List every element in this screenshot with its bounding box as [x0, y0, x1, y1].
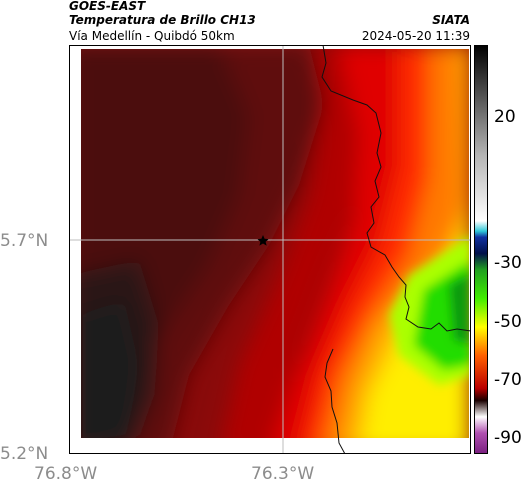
department-boundary-south — [324, 348, 346, 454]
star-icon[interactable] — [257, 235, 269, 246]
latitude-label-5-7: 5.7°N — [0, 231, 49, 251]
latitude-label-5-2: 5.2°N — [0, 444, 49, 464]
brightness-temperature-map — [69, 45, 471, 454]
colorbar — [474, 45, 488, 454]
satellite-title: GOES-EAST — [69, 0, 146, 13]
colorbar-tick-marks — [487, 117, 488, 440]
colorbar-tick-label: -50 — [494, 311, 522, 332]
timestamp: 2024-05-20 11:39 — [361, 29, 470, 43]
map-panel[interactable] — [69, 45, 471, 454]
department-boundary — [321, 45, 471, 332]
region-subtitle: Vía Medellín - Quibdó 50km — [69, 29, 235, 43]
longitude-label-76-3: 76.3°W — [251, 464, 315, 484]
grid-lines — [69, 45, 471, 454]
longitude-label-76-8: 76.8°W — [34, 464, 98, 484]
organization-label: SIATA — [432, 13, 470, 27]
colorbar-tick-label: -90 — [494, 428, 522, 449]
product-title: Temperatura de Brillo CH13 — [69, 13, 256, 27]
colorbar-tick-label: -70 — [494, 369, 522, 390]
temperature-field — [81, 49, 469, 438]
colorbar-tick-label: -30 — [494, 253, 522, 274]
colorbar-tick-label: 20 — [494, 107, 516, 128]
